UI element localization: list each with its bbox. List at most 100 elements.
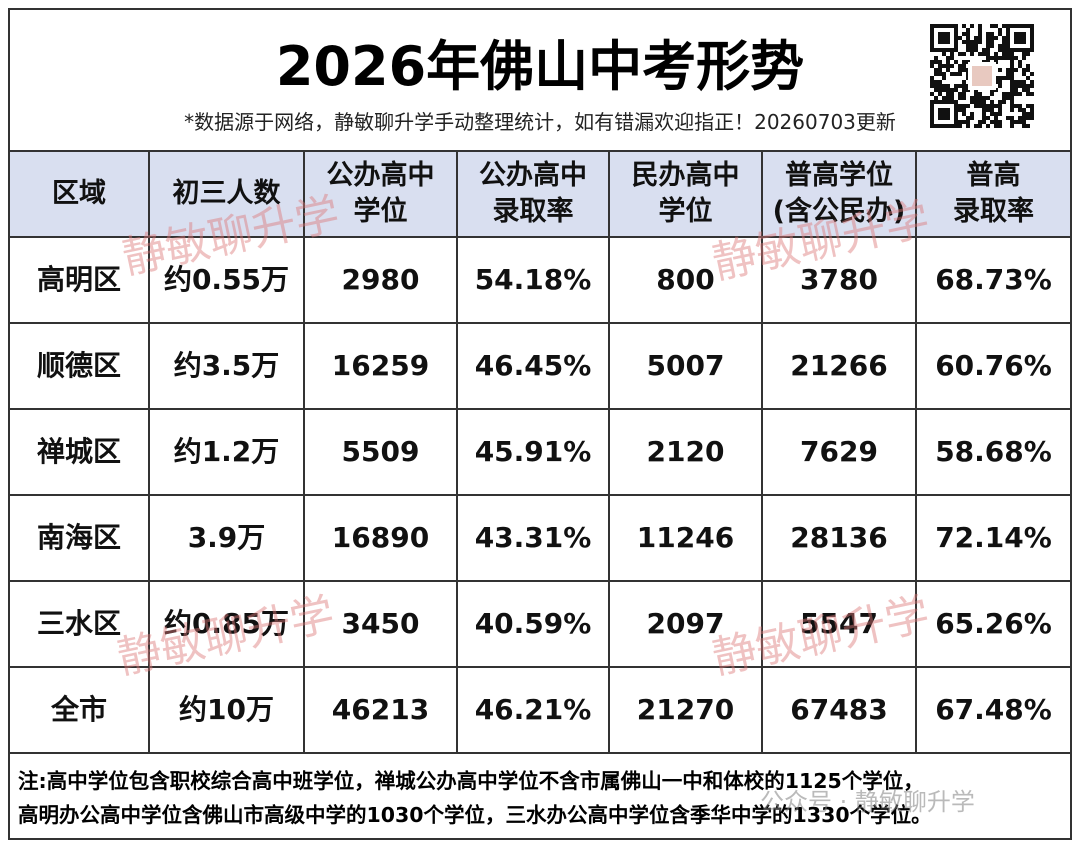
table-cell: 2120: [610, 410, 763, 496]
qr-module: [962, 92, 966, 96]
qr-module: [982, 120, 986, 124]
table-cell: 5509: [305, 410, 458, 496]
header-line: 学位: [658, 196, 713, 227]
qr-module: [982, 48, 986, 52]
table-cell: 约0.55万: [150, 238, 305, 324]
qr-module: [954, 60, 958, 64]
qr-module: [962, 24, 966, 28]
qr-module: [1014, 32, 1026, 44]
header-cell: 公办高中 录取率: [458, 150, 610, 238]
qr-module: [990, 40, 994, 44]
header-line: 民办高中: [631, 160, 740, 191]
table-cell: 2980: [305, 238, 458, 324]
table-cell: 28136: [763, 496, 917, 582]
qr-module: [942, 64, 946, 68]
qr-module: [982, 112, 986, 116]
qr-module: [986, 48, 990, 52]
qr-module: [978, 32, 982, 36]
qr-module: [998, 108, 1002, 112]
qr-module: [1010, 96, 1014, 100]
qr-module: [978, 100, 982, 104]
qr-module: [978, 24, 982, 28]
header-line: 普高学位: [785, 160, 893, 191]
qr-module: [942, 88, 946, 92]
table-cell: 60.76%: [917, 324, 1072, 410]
qr-module: [982, 104, 986, 108]
qr-module: [998, 44, 1002, 48]
qr-module: [1010, 72, 1014, 76]
qr-module: [966, 40, 970, 44]
qr-module: [1014, 120, 1018, 124]
qr-module: [962, 88, 966, 92]
qr-module: [1014, 84, 1018, 88]
qr-module: [990, 108, 994, 112]
qr-module: [990, 100, 994, 104]
qr-module: [1022, 52, 1026, 56]
table-cell: 46.45%: [458, 324, 610, 410]
qr-module: [1006, 116, 1010, 120]
qr-module: [990, 36, 994, 40]
qr-module: [938, 32, 950, 44]
qr-module: [934, 88, 938, 92]
qr-module: [942, 72, 946, 76]
qr-module: [934, 84, 938, 88]
qr-module: [1010, 60, 1014, 64]
qr-module: [966, 36, 970, 40]
qr-module: [1006, 56, 1010, 60]
qr-module: [950, 52, 954, 56]
table-cell: 2097: [610, 582, 763, 668]
qr-module: [962, 96, 966, 100]
qr-module: [974, 96, 978, 100]
qr-module: [1018, 60, 1022, 64]
table-cell: 43.31%: [458, 496, 610, 582]
qr-module: [954, 88, 958, 92]
table-cell: 65.26%: [917, 582, 1072, 668]
qr-module: [930, 80, 934, 84]
qr-module: [966, 124, 970, 128]
qr-module: [1022, 68, 1026, 72]
qr-module: [962, 52, 966, 56]
table-cell: 54.18%: [458, 238, 610, 324]
qr-module: [1022, 108, 1026, 112]
table-cell: 3780: [763, 238, 917, 324]
qr-module: [950, 88, 954, 92]
qr-module: [990, 24, 994, 28]
qr-code: [930, 24, 1034, 128]
qr-module: [1010, 120, 1014, 124]
qr-module: [998, 56, 1002, 60]
qr-module: [946, 60, 950, 64]
qr-module: [1018, 84, 1022, 88]
qr-module: [970, 100, 974, 104]
qr-module: [930, 76, 934, 80]
qr-module: [1022, 80, 1026, 84]
qr-module: [982, 100, 986, 104]
qr-module: [1010, 80, 1014, 84]
qr-module: [998, 84, 1002, 88]
header-cell: 普高 录取率: [917, 150, 1072, 238]
qr-module: [958, 124, 962, 128]
header-cell: 普高学位 (含公民办): [763, 150, 917, 238]
qr-module: [1026, 104, 1030, 108]
table-cell: 72.14%: [917, 496, 1072, 582]
title: 2026年佛山中考形势: [275, 35, 805, 98]
qr-module: [986, 116, 990, 120]
qr-module: [994, 104, 998, 108]
qr-module: [1030, 112, 1034, 116]
table-cell: 三水区: [8, 582, 150, 668]
qr-module: [974, 92, 978, 96]
table-cell: 68.73%: [917, 238, 1072, 324]
qr-module: [978, 28, 982, 32]
qr-module: [1022, 120, 1026, 124]
qr-module: [1026, 112, 1030, 116]
table-cell: 16890: [305, 496, 458, 582]
qr-module: [1002, 24, 1006, 28]
qr-module: [958, 96, 962, 100]
header-line: 录取率: [953, 196, 1034, 227]
qr-module: [1030, 92, 1034, 96]
qr-module: [990, 56, 994, 60]
qr-module: [962, 64, 966, 68]
qr-module: [1022, 116, 1026, 120]
qr-module: [1030, 108, 1034, 112]
qr-module: [966, 32, 970, 36]
